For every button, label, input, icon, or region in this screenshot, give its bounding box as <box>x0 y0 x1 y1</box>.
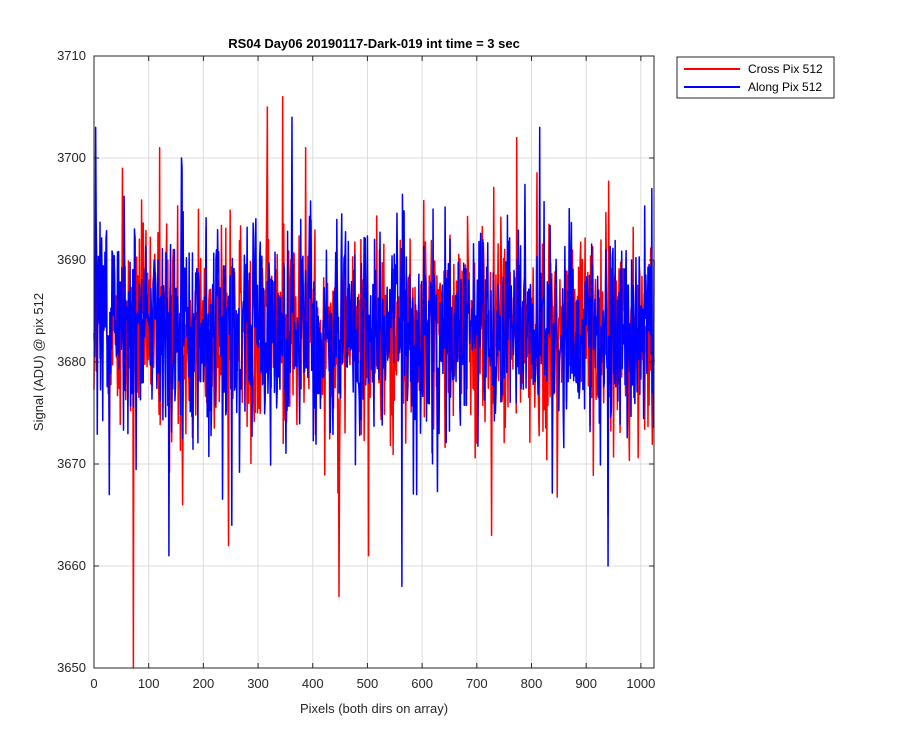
legend: Cross Pix 512 Along Pix 512 <box>676 56 835 99</box>
series-line-along-pix-512 <box>93 116 655 588</box>
x-tick-label: 100 <box>138 676 160 691</box>
y-tick-label: 3670 <box>57 456 86 471</box>
legend-label-along: Along Pix 512 <box>748 80 822 94</box>
y-tick-label: 3690 <box>57 252 86 267</box>
x-tick-label: 900 <box>575 676 597 691</box>
legend-label-cross: Cross Pix 512 <box>748 62 823 76</box>
chart-title: RS04 Day06 20190117-Dark-019 int time = … <box>228 36 520 51</box>
x-tick-label: 600 <box>411 676 433 691</box>
x-tick-label: 300 <box>247 676 269 691</box>
y-axis-label: Signal (ADU) @ pix 512 <box>31 293 46 431</box>
series-layer <box>93 96 655 669</box>
axis-ticks: 0 100 200 300 400 500 600 700 800 900 1000 3650 3660… <box>57 48 655 691</box>
y-tick-label: 3660 <box>57 558 86 573</box>
x-tick-label: 800 <box>521 676 543 691</box>
y-tick-label: 3650 <box>57 660 86 675</box>
x-tick-label: 1000 <box>626 676 655 691</box>
y-tick-label: 3710 <box>57 48 86 63</box>
y-tick-label: 3680 <box>57 354 86 369</box>
x-tick-label: 200 <box>193 676 215 691</box>
x-axis-label: Pixels (both dirs on array) <box>300 701 448 716</box>
y-tick-label: 3700 <box>57 150 86 165</box>
x-tick-label: 400 <box>302 676 324 691</box>
x-tick-label: 500 <box>357 676 379 691</box>
legend-box <box>676 56 835 99</box>
x-tick-label: 700 <box>466 676 488 691</box>
x-tick-label: 0 <box>90 676 97 691</box>
